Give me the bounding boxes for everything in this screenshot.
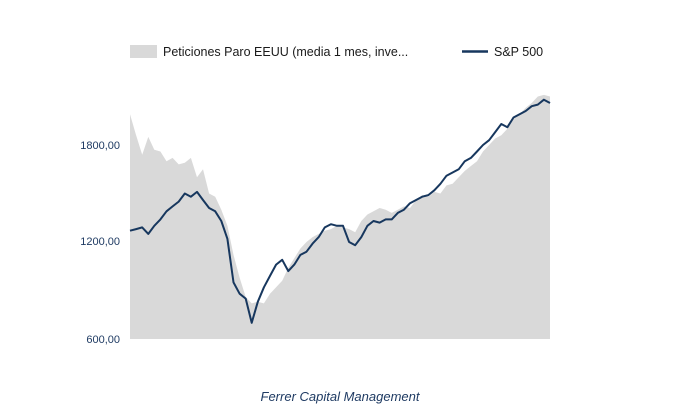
plot-area — [129, 94, 551, 340]
series-line-sp500 — [129, 98, 551, 324]
legend-label-unemployment-claims: Peticiones Paro EEUU (media 1 mes, inve.… — [163, 45, 408, 59]
credit-text: Ferrer Capital Management — [260, 389, 420, 404]
legend-label-sp500: S&P 500 — [494, 45, 543, 59]
y-tick-label-1800: 1800,00 — [80, 140, 120, 152]
legend-swatch-unemployment-claims — [130, 45, 157, 58]
y-tick-label-1200: 1200,00 — [80, 236, 120, 248]
y-axis: 600,00 1200,00 1800,00 — [80, 140, 120, 346]
legend: Peticiones Paro EEUU (media 1 mes, inve.… — [130, 45, 543, 59]
series-area-unemployment-claims — [130, 94, 550, 340]
y-tick-label-600: 600,00 — [86, 334, 120, 346]
